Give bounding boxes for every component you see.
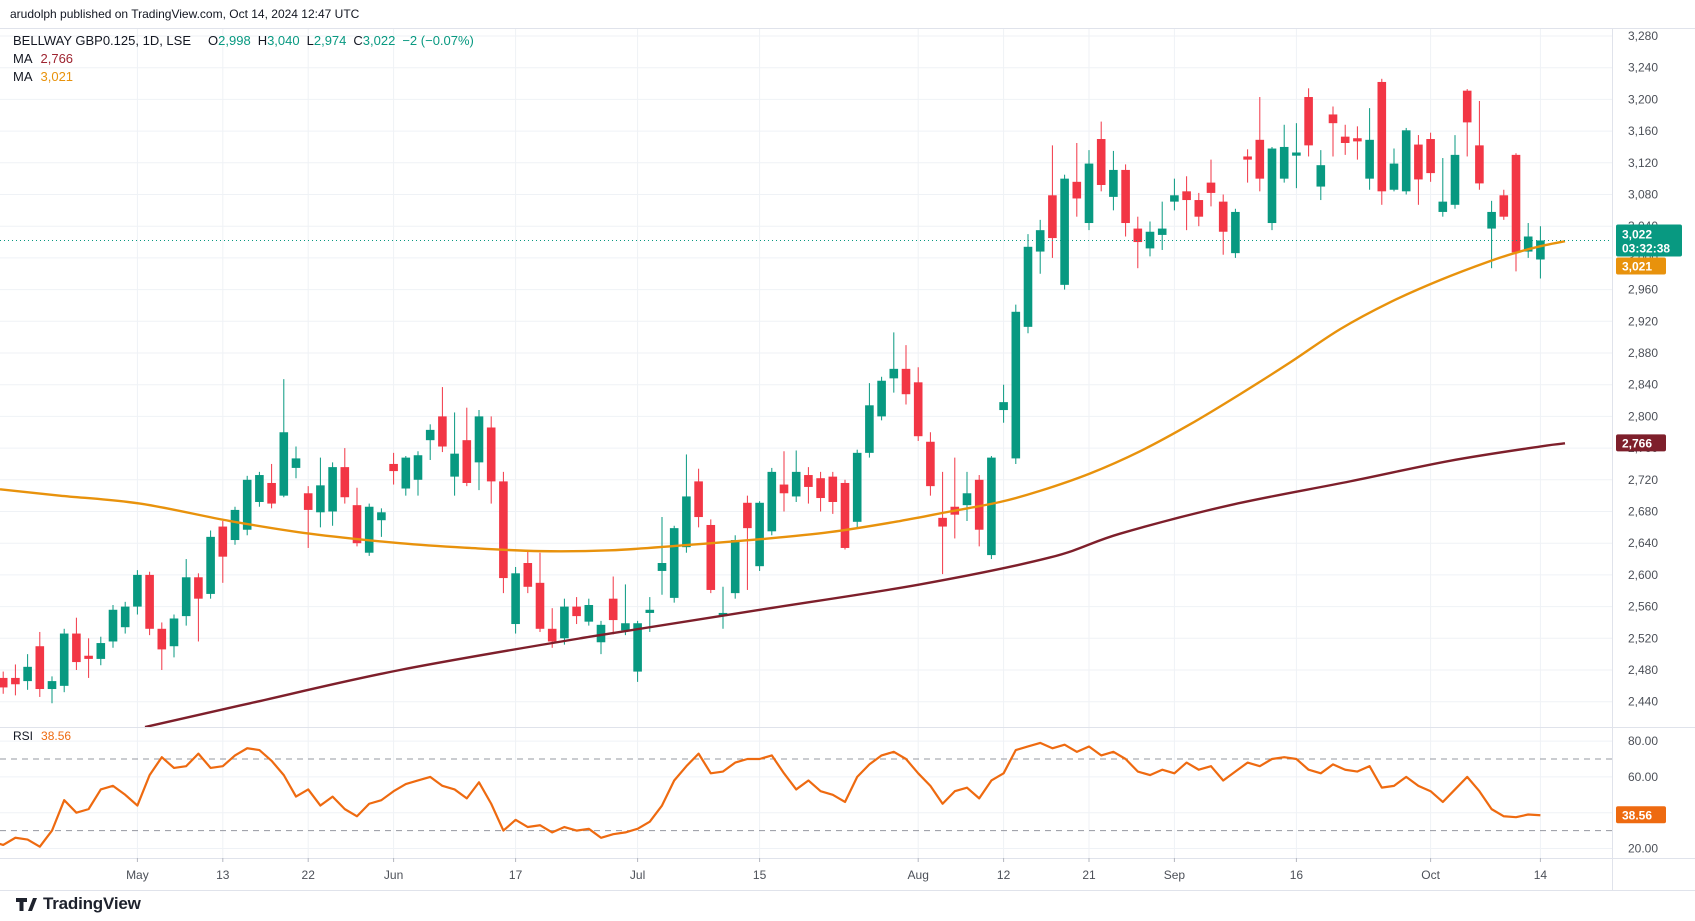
- low-value: 2,974: [313, 33, 347, 48]
- svg-text:16: 16: [1290, 868, 1304, 882]
- price-axis[interactable]: 2,440 2,480 2,520 2,560 2,600 2,640 2,680 2,720…: [1628, 29, 1658, 709]
- ma-fast-label: MA: [13, 69, 33, 84]
- svg-text:3,240: 3,240: [1628, 61, 1658, 75]
- svg-text:3,021: 3,021: [1622, 259, 1652, 273]
- svg-text:2,560: 2,560: [1628, 600, 1658, 614]
- svg-text:2,680: 2,680: [1628, 505, 1658, 519]
- svg-text:2,480: 2,480: [1628, 663, 1658, 677]
- svg-text:3,280: 3,280: [1628, 29, 1658, 43]
- svg-text:Oct: Oct: [1421, 868, 1440, 882]
- high-value: 3,040: [267, 33, 300, 48]
- svg-text:3,160: 3,160: [1628, 124, 1658, 138]
- moving-averages: [0, 240, 1566, 729]
- change-value: −2 (−0.07%): [402, 33, 474, 48]
- svg-text:3,080: 3,080: [1628, 188, 1658, 202]
- svg-text:Jul: Jul: [630, 868, 645, 882]
- svg-text:15: 15: [753, 868, 767, 882]
- panel-borders: [0, 28, 1695, 891]
- symbol-title: BELLWAY GBP0.125, 1D, LSE: [13, 33, 192, 48]
- svg-text:2,880: 2,880: [1628, 346, 1658, 360]
- close-key: C: [353, 33, 363, 48]
- svg-text:2,960: 2,960: [1628, 283, 1658, 297]
- svg-text:14: 14: [1534, 868, 1548, 882]
- svg-text:2,520: 2,520: [1628, 631, 1658, 645]
- svg-text:3,120: 3,120: [1628, 156, 1658, 170]
- svg-text:2,600: 2,600: [1628, 568, 1658, 582]
- svg-text:60.00: 60.00: [1628, 770, 1658, 784]
- close-value: 3,022: [362, 33, 396, 48]
- svg-text:21: 21: [1082, 868, 1096, 882]
- svg-text:3,022: 3,022: [1622, 227, 1652, 241]
- ma-fast-legend[interactable]: MA 3,021: [13, 69, 474, 85]
- candlestick-series: [0, 78, 1545, 704]
- high-key: H: [257, 33, 268, 48]
- open-key: O: [208, 33, 219, 48]
- rsi-label: RSI: [13, 729, 34, 743]
- ma-slow-label: MA: [13, 51, 33, 66]
- publish-attribution: arudolph published on TradingView.com, O…: [10, 7, 360, 21]
- svg-text:May: May: [126, 868, 149, 882]
- tradingview-logo-text: TradingView: [43, 894, 141, 913]
- ma-fast-value: 3,021: [40, 69, 74, 84]
- svg-text:Aug: Aug: [908, 868, 929, 882]
- rsi-legend[interactable]: RSI 38.56: [13, 729, 71, 743]
- svg-text:Jun: Jun: [384, 868, 403, 882]
- ma-slow-value: 2,766: [40, 51, 74, 66]
- svg-text:12: 12: [997, 868, 1011, 882]
- svg-text:13: 13: [216, 868, 230, 882]
- svg-text:2,720: 2,720: [1628, 473, 1658, 487]
- low-key: L: [306, 33, 314, 48]
- svg-text:22: 22: [302, 868, 316, 882]
- svg-text:Sep: Sep: [1164, 868, 1186, 882]
- rsi-pane[interactable]: [0, 741, 1612, 848]
- svg-text:2,840: 2,840: [1628, 378, 1658, 392]
- svg-text:2,920: 2,920: [1628, 314, 1658, 328]
- svg-text:2,440: 2,440: [1628, 695, 1658, 709]
- svg-text:2,640: 2,640: [1628, 536, 1658, 550]
- svg-text:3,200: 3,200: [1628, 92, 1658, 106]
- time-axis[interactable]: May 13 22 Jun 17 Jul 15 Aug 12 21 Sep 16 Oct 14: [126, 858, 1547, 882]
- svg-text:2,766: 2,766: [1622, 436, 1652, 450]
- tradingview-logo-icon: [16, 898, 37, 911]
- svg-text:20.00: 20.00: [1628, 842, 1658, 856]
- tradingview-logo[interactable]: TradingView: [15, 894, 141, 914]
- ma-slow-legend[interactable]: MA 2,766: [13, 51, 474, 67]
- svg-text:2,800: 2,800: [1628, 409, 1658, 423]
- chart-legend: BELLWAY GBP0.125, 1D, LSE O2,998 H3,040 L2,…: [13, 33, 474, 87]
- rsi-axis[interactable]: 80.00 60.00 20.00: [1628, 734, 1658, 855]
- symbol-legend[interactable]: BELLWAY GBP0.125, 1D, LSE O2,998 H3,040 L2,…: [13, 33, 474, 49]
- open-value: 2,998: [218, 33, 251, 48]
- svg-text:17: 17: [509, 868, 523, 882]
- svg-text:38.56: 38.56: [1622, 808, 1652, 822]
- svg-text:03:32:38: 03:32:38: [1622, 241, 1670, 255]
- rsi-value: 38.56: [41, 729, 72, 743]
- svg-text:80.00: 80.00: [1628, 734, 1658, 748]
